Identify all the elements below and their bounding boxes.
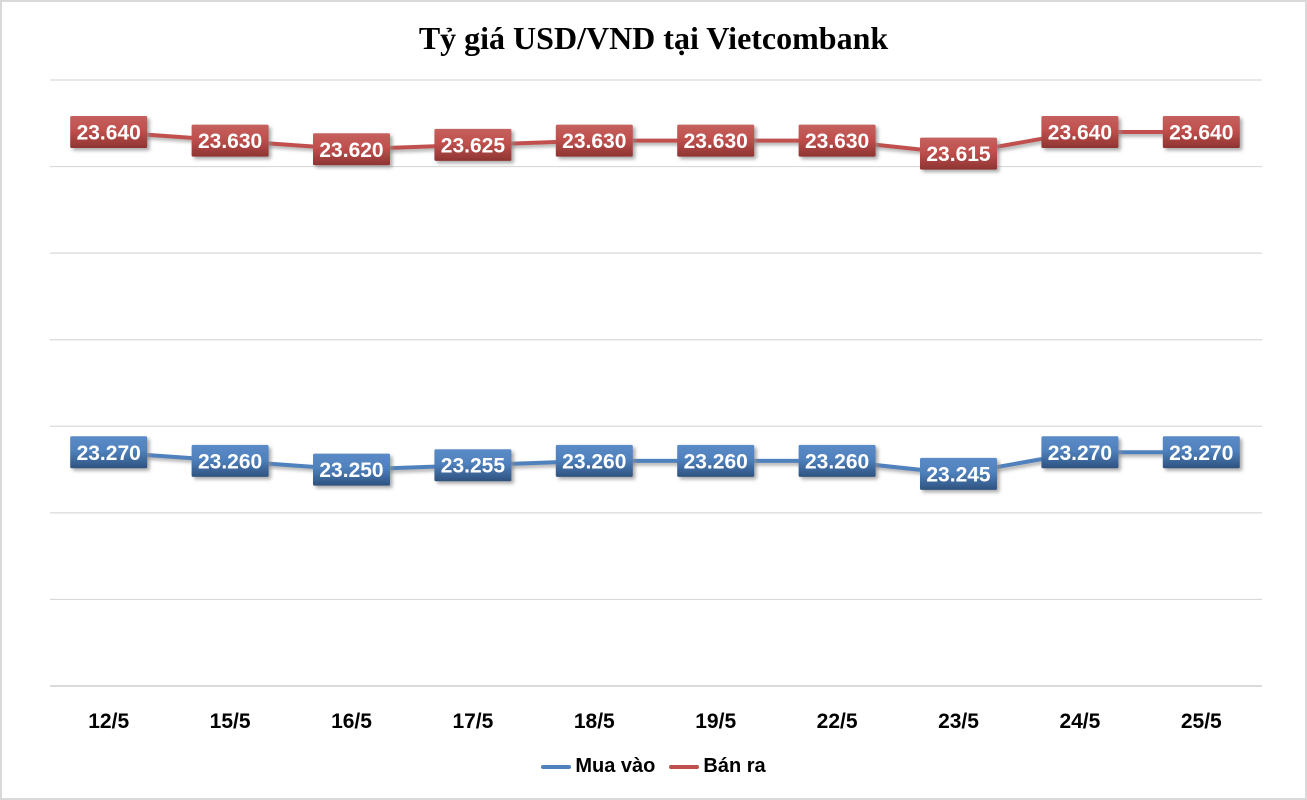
- x-axis-label: 23/5: [938, 710, 979, 733]
- data-label-value: 23.620: [319, 139, 383, 162]
- data-label-box: [798, 124, 876, 157]
- data-label-box: [1041, 436, 1119, 469]
- x-axis-label: 12/5: [88, 710, 129, 733]
- data-label-value: 23.630: [198, 130, 262, 153]
- data-label-box: [798, 444, 876, 477]
- legend-label: Bán ra: [703, 755, 766, 777]
- data-label-box: [920, 137, 997, 170]
- data-label-box: [70, 115, 148, 148]
- data-label-value: 23.640: [1169, 121, 1233, 144]
- data-label-box: [555, 444, 633, 477]
- x-axis-label: 19/5: [695, 710, 736, 733]
- data-label-box: [677, 444, 755, 477]
- x-axis-label: 15/5: [210, 710, 251, 733]
- series-line-mua-vao: [106, 450, 1204, 476]
- data-label-box: [1041, 115, 1119, 148]
- data-label-box: [313, 453, 390, 486]
- data-label-value: 23.255: [441, 455, 506, 478]
- data-label-value: 23.260: [805, 450, 869, 473]
- data-label-value: 23.270: [77, 442, 141, 465]
- legend-line-swatch: [669, 764, 700, 769]
- data-label-box: [434, 128, 512, 161]
- data-label-box: [191, 124, 269, 157]
- data-label-value: 23.260: [562, 450, 626, 473]
- data-label-value: 23.245: [926, 463, 991, 486]
- legend-item-ban-ra: Bán ra: [669, 755, 766, 778]
- data-label-value: 23.630: [805, 130, 869, 153]
- x-axis-label: 18/5: [574, 710, 615, 733]
- series-line-ban-ra: [106, 129, 1204, 156]
- data-label-value: 23.640: [77, 121, 141, 144]
- data-label-value: 23.630: [562, 130, 626, 153]
- data-label-box: [1162, 115, 1240, 148]
- data-label-box: [191, 444, 269, 477]
- chart-title: Tỷ giá USD/VND tại Vietcombank: [418, 20, 889, 56]
- data-label-box: [1162, 436, 1240, 469]
- data-label-value: 23.270: [1169, 442, 1233, 465]
- data-label-box: [555, 124, 633, 157]
- data-label-value: 23.640: [1048, 121, 1112, 144]
- x-axis-label: 25/5: [1181, 710, 1222, 733]
- data-label-value: 23.625: [441, 134, 506, 157]
- data-label-box: [70, 436, 148, 469]
- data-label-value: 23.630: [684, 130, 748, 153]
- legend-line-swatch: [541, 764, 572, 769]
- data-label-value: 23.260: [198, 450, 262, 473]
- data-label-value: 23.615: [926, 143, 991, 166]
- x-axis-label: 22/5: [817, 710, 858, 733]
- data-label-box: [434, 449, 512, 482]
- data-label-value: 23.270: [1048, 442, 1112, 465]
- data-label-box: [313, 133, 390, 166]
- x-axis-label: 17/5: [452, 710, 493, 733]
- legend-label: Mua vào: [575, 755, 656, 777]
- legend-item-mua-vao: Mua vào: [541, 755, 655, 778]
- data-label-value: 23.260: [684, 450, 748, 473]
- x-axis-label: 16/5: [331, 710, 372, 733]
- data-label-box: [677, 124, 755, 157]
- x-axis-label: 24/5: [1059, 710, 1100, 733]
- data-label-value: 23.250: [319, 459, 383, 482]
- chart-legend: Mua vào Bán ra: [2, 755, 1305, 778]
- data-label-box: [920, 457, 997, 490]
